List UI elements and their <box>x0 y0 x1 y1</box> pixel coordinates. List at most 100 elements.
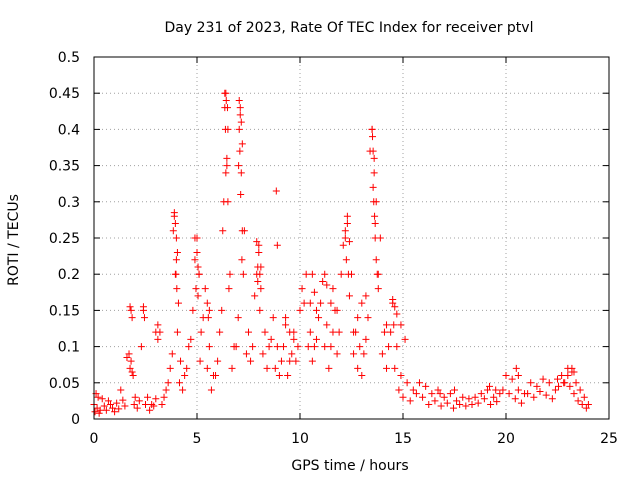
data-point <box>226 270 234 278</box>
data-point <box>133 404 141 412</box>
data-point <box>406 397 414 405</box>
data-point <box>425 401 433 409</box>
data-point <box>321 343 329 351</box>
data-point <box>548 395 556 403</box>
data-point <box>254 277 262 285</box>
data-point <box>342 256 350 264</box>
data-point <box>172 270 180 278</box>
data-point <box>204 314 212 322</box>
data-point <box>271 364 279 372</box>
data-point <box>195 270 203 278</box>
data-point <box>459 393 467 401</box>
data-point <box>223 154 231 162</box>
data-point <box>169 227 177 235</box>
data-point <box>468 401 476 409</box>
data-point <box>327 343 335 351</box>
data-point <box>183 364 191 372</box>
data-point <box>247 357 255 365</box>
data-point <box>477 390 485 398</box>
data-point <box>257 263 265 271</box>
data-point <box>221 89 229 97</box>
data-point <box>471 393 479 401</box>
data-point <box>135 397 143 405</box>
x-tick-label: 20 <box>497 431 515 447</box>
data-point <box>146 406 154 414</box>
data-point <box>294 343 302 351</box>
data-point <box>362 335 370 343</box>
data-point <box>395 386 403 394</box>
data-point <box>343 220 351 228</box>
data-point <box>292 357 300 365</box>
data-point <box>205 306 213 314</box>
data-point <box>175 379 183 387</box>
data-point <box>242 350 250 358</box>
data-point <box>397 321 405 329</box>
data-point <box>389 296 397 304</box>
data-point <box>150 402 158 410</box>
data-point <box>456 401 464 409</box>
data-point <box>234 314 242 322</box>
data-point <box>329 328 337 336</box>
data-point <box>312 335 320 343</box>
data-point <box>191 256 199 264</box>
data-point <box>298 285 306 293</box>
data-point <box>391 364 399 372</box>
x-tick-labels: 0 5 10 15 20 25 <box>90 431 618 447</box>
y-tick-labels: 0 0.05 0.1 0.15 0.2 0.25 0.3 0.35 0.4 0.45 0.5 <box>49 50 80 428</box>
data-point <box>222 169 230 177</box>
data-point <box>356 343 364 351</box>
data-point <box>93 404 101 412</box>
data-point <box>533 382 541 390</box>
data-point <box>179 386 187 394</box>
data-point <box>486 382 494 390</box>
data-point <box>284 372 292 380</box>
data-point <box>393 310 401 318</box>
data-point <box>125 350 133 358</box>
y-tick-label: 0.15 <box>49 303 80 319</box>
data-point <box>144 393 152 401</box>
data-point <box>236 104 244 112</box>
data-point <box>483 386 491 394</box>
data-point <box>437 402 445 410</box>
data-point <box>164 379 172 387</box>
data-point <box>130 401 138 409</box>
data-point <box>127 306 135 314</box>
data-point <box>329 285 337 293</box>
data-point <box>364 314 372 322</box>
data-point <box>197 328 205 336</box>
data-point <box>344 270 352 278</box>
data-point <box>317 299 325 307</box>
data-point <box>194 263 202 271</box>
y-tick-label: 0.1 <box>58 340 80 356</box>
data-point <box>245 328 252 336</box>
data-point <box>584 401 592 409</box>
data-point <box>558 372 566 380</box>
data-point <box>436 390 444 398</box>
data-point <box>91 408 99 416</box>
data-point <box>505 390 513 398</box>
data-point <box>545 379 553 387</box>
data-point <box>449 404 457 412</box>
data-point <box>255 248 263 256</box>
x-tick-label: 5 <box>193 431 202 447</box>
data-point <box>238 256 246 264</box>
data-point <box>333 350 341 358</box>
data-point <box>383 321 391 329</box>
data-point <box>403 379 411 387</box>
data-point <box>275 372 283 380</box>
data-point <box>121 402 129 410</box>
data-point <box>380 328 388 336</box>
data-point <box>512 364 520 372</box>
plot-frame <box>93 56 610 420</box>
data-point <box>235 162 243 170</box>
data-point <box>189 306 197 314</box>
data-point <box>152 328 160 336</box>
data-point <box>440 393 448 401</box>
data-point <box>527 379 535 387</box>
data-point <box>290 335 298 343</box>
data-point <box>238 140 246 148</box>
data-point <box>256 306 264 314</box>
data-point <box>117 386 125 394</box>
